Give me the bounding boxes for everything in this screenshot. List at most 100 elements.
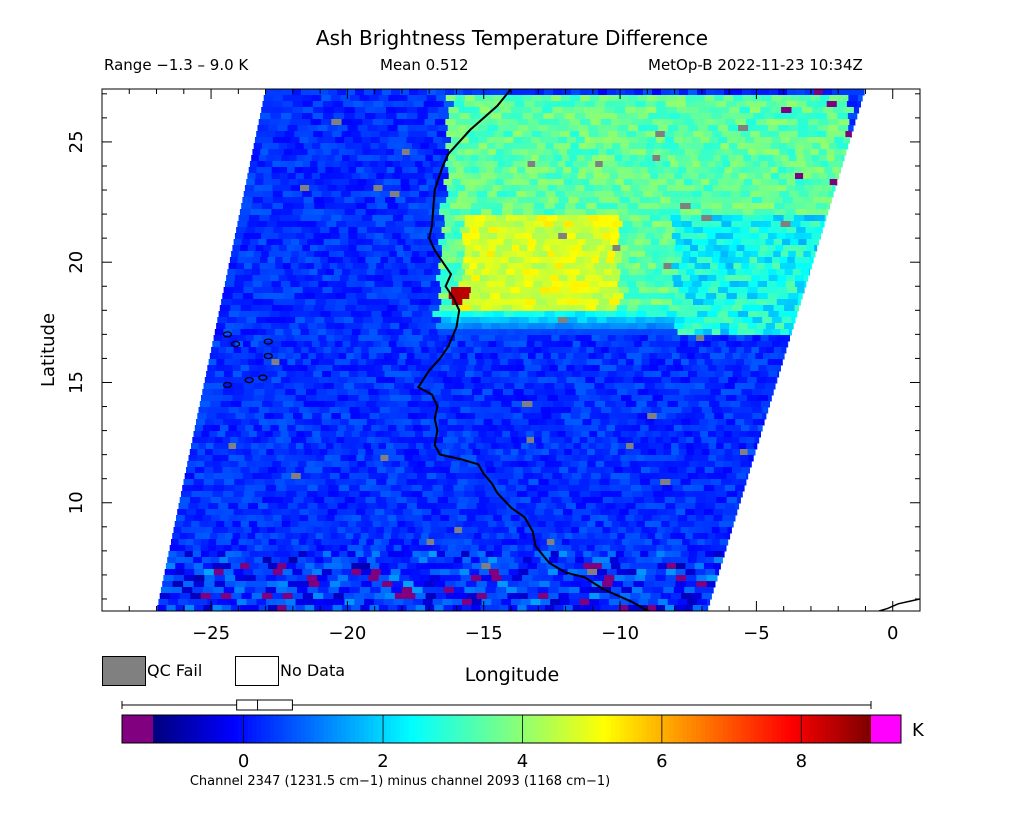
swath-cell bbox=[535, 299, 547, 306]
swath-cell bbox=[337, 503, 348, 510]
swath-cell bbox=[251, 269, 261, 276]
swath-cell bbox=[528, 377, 539, 384]
swath-cell bbox=[261, 233, 271, 240]
swath-cell bbox=[602, 437, 611, 444]
swath-cell bbox=[559, 119, 571, 126]
swath-cell bbox=[751, 389, 763, 396]
swath-cell bbox=[352, 515, 362, 522]
swath-cell bbox=[523, 389, 535, 396]
swath-cell bbox=[234, 479, 245, 486]
swath-cell bbox=[673, 359, 682, 366]
swath-cell bbox=[708, 107, 720, 114]
swath-cell bbox=[695, 413, 706, 420]
swath-cell bbox=[505, 395, 517, 402]
swath-cell bbox=[422, 335, 432, 342]
swath-cell bbox=[265, 485, 277, 492]
swath-cell bbox=[407, 95, 418, 102]
swath-cell bbox=[223, 287, 234, 294]
swath-cell bbox=[654, 383, 666, 390]
swath-cell bbox=[779, 191, 790, 198]
swath-cell bbox=[612, 269, 622, 276]
swath-cell bbox=[657, 425, 666, 432]
swath-cell bbox=[184, 515, 195, 522]
swath-cell bbox=[548, 449, 557, 456]
swath-cell bbox=[763, 305, 775, 312]
swath-cell bbox=[213, 485, 225, 492]
swath-cell bbox=[486, 281, 497, 288]
swath-cell bbox=[680, 203, 692, 210]
swath-cell bbox=[308, 137, 318, 144]
swath-cell bbox=[388, 413, 399, 420]
swath-cell bbox=[541, 533, 550, 540]
swath-cell bbox=[211, 515, 221, 522]
swath-cell bbox=[339, 371, 350, 378]
swath-cell bbox=[628, 245, 637, 252]
swath-cell bbox=[725, 119, 736, 126]
swath-cell bbox=[198, 407, 210, 414]
swath-cell bbox=[223, 473, 234, 480]
swath-cell bbox=[368, 533, 377, 540]
swath-cell bbox=[484, 473, 495, 480]
swath-cell bbox=[648, 443, 657, 450]
swath-cell bbox=[703, 143, 713, 150]
swath-cell bbox=[389, 251, 398, 258]
swath-cell bbox=[728, 125, 739, 132]
swath-cell bbox=[259, 527, 268, 534]
swath-cell bbox=[427, 413, 438, 420]
swath-cell bbox=[750, 131, 761, 138]
swath-cell bbox=[538, 479, 550, 486]
swath-cell bbox=[524, 383, 535, 390]
swath-cell bbox=[368, 173, 377, 180]
swath-cell bbox=[480, 341, 489, 348]
swath-cell bbox=[284, 299, 295, 306]
swath-cell bbox=[348, 239, 357, 246]
swath-cell bbox=[690, 305, 701, 312]
swath-cell bbox=[487, 191, 498, 198]
swath-cell bbox=[263, 359, 273, 366]
swath-cell bbox=[322, 287, 333, 294]
swath-cell bbox=[431, 317, 442, 324]
swath-cell bbox=[445, 143, 455, 150]
swath-cell bbox=[357, 461, 367, 468]
swath-cell bbox=[581, 407, 592, 414]
swath-cell bbox=[471, 167, 480, 174]
swath-cell bbox=[706, 233, 716, 240]
swath-cell bbox=[716, 275, 726, 282]
swath-cell bbox=[358, 395, 370, 402]
swath-cell bbox=[418, 233, 428, 240]
swath-cell bbox=[523, 473, 534, 480]
swath-cell bbox=[480, 425, 490, 432]
swath-cell bbox=[716, 491, 728, 498]
swath-cell bbox=[471, 239, 480, 246]
swath-cell bbox=[580, 455, 589, 462]
swath-cell bbox=[342, 359, 351, 366]
swath-cell bbox=[598, 425, 607, 432]
swath-cell bbox=[357, 227, 368, 234]
swath-cell bbox=[542, 281, 553, 288]
swath-cell bbox=[602, 161, 611, 168]
swath-cell bbox=[431, 467, 442, 474]
swath-cell bbox=[655, 161, 664, 168]
swath-cell bbox=[451, 389, 463, 396]
swath-cell bbox=[375, 431, 384, 438]
swath-cell bbox=[188, 455, 197, 462]
swath-cell bbox=[643, 371, 653, 378]
swath-cell bbox=[727, 311, 739, 318]
swath-cell bbox=[710, 323, 721, 330]
swath-cell bbox=[409, 299, 421, 306]
swath-cell bbox=[482, 161, 491, 168]
swath-cell bbox=[243, 383, 255, 390]
swath-cell bbox=[675, 497, 686, 504]
swath-cell bbox=[457, 251, 465, 258]
swath-cell bbox=[691, 221, 703, 228]
swath-cell bbox=[501, 113, 513, 120]
swath-cell bbox=[357, 179, 367, 186]
swath-cell bbox=[281, 113, 292, 120]
swath-cell bbox=[378, 389, 390, 396]
swath-cell bbox=[745, 473, 749, 480]
swath-cell bbox=[345, 401, 357, 408]
swath-cell bbox=[453, 491, 465, 498]
swath-cell bbox=[762, 317, 773, 324]
swath-cell bbox=[812, 143, 821, 150]
swath-cell bbox=[350, 191, 361, 198]
